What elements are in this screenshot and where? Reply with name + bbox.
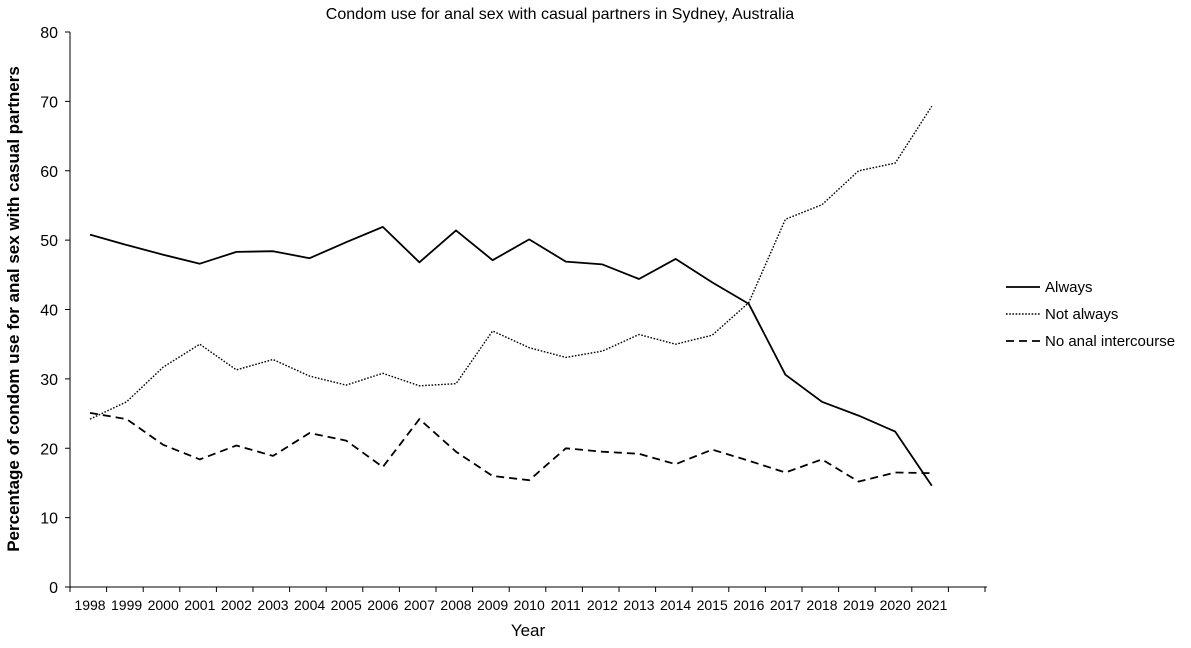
x-tick-label: 2019 <box>843 597 874 613</box>
series-line-not-always <box>89 105 933 420</box>
x-tick-label: 1999 <box>111 597 142 613</box>
x-tick-label: 2001 <box>184 597 215 613</box>
x-tick-label: 2020 <box>880 597 911 613</box>
y-tick-label: 70 <box>40 94 58 111</box>
x-tick-label: 2016 <box>733 597 764 613</box>
x-tick-label: 2018 <box>806 597 837 613</box>
chart-title: Condom use for anal sex with casual part… <box>326 6 794 23</box>
x-tick-label: 2013 <box>623 597 654 613</box>
x-tick-label: 2007 <box>404 597 435 613</box>
x-tick-label: 2017 <box>770 597 801 613</box>
x-tick-label: 1998 <box>74 597 105 613</box>
legend-label: No anal intercourse <box>1045 333 1175 350</box>
x-tick-label: 2012 <box>587 597 618 613</box>
y-axis-ticks: 0 10 20 30 40 50 60 70 80 <box>40 25 70 597</box>
y-tick-label: 10 <box>40 511 58 528</box>
x-axis-ticks: 1998 1999 2000 2001 2002 2003 2004 2005 2006 2007… <box>69 587 986 613</box>
x-tick-label: 2006 <box>367 597 398 613</box>
x-tick-label: 2011 <box>551 597 581 613</box>
y-tick-label: 0 <box>49 580 58 597</box>
x-tick-label: 2021 <box>916 597 947 613</box>
y-tick-label: 40 <box>40 303 58 320</box>
x-tick-label: 2015 <box>697 597 728 613</box>
y-axis-title: Percentage of condom use for anal sex wi… <box>4 66 23 552</box>
y-tick-label: 60 <box>40 164 58 181</box>
x-tick-label: 2008 <box>440 597 471 613</box>
x-tick-label: 2004 <box>294 597 325 613</box>
series-lines <box>89 105 933 487</box>
x-tick-label: 2003 <box>257 597 288 613</box>
y-tick-label: 20 <box>40 441 58 458</box>
x-tick-label: 2014 <box>660 597 691 613</box>
x-tick-label: 2009 <box>477 597 508 613</box>
series-line-always <box>89 225 933 487</box>
y-tick-label: 80 <box>40 25 58 42</box>
series-line-no-anal-intercourse <box>89 412 932 483</box>
legend: Always Not always No anal intercourse <box>1006 279 1175 350</box>
x-tick-label: 2010 <box>514 597 545 613</box>
x-tick-label: 2000 <box>148 597 179 613</box>
y-tick-label: 50 <box>40 233 58 250</box>
x-axis-title: Year <box>511 621 546 640</box>
x-tick-label: 2002 <box>221 597 252 613</box>
legend-label: Always <box>1045 279 1093 296</box>
x-tick-label: 2005 <box>331 597 362 613</box>
legend-label: Not always <box>1045 306 1118 323</box>
y-tick-label: 30 <box>40 372 58 389</box>
